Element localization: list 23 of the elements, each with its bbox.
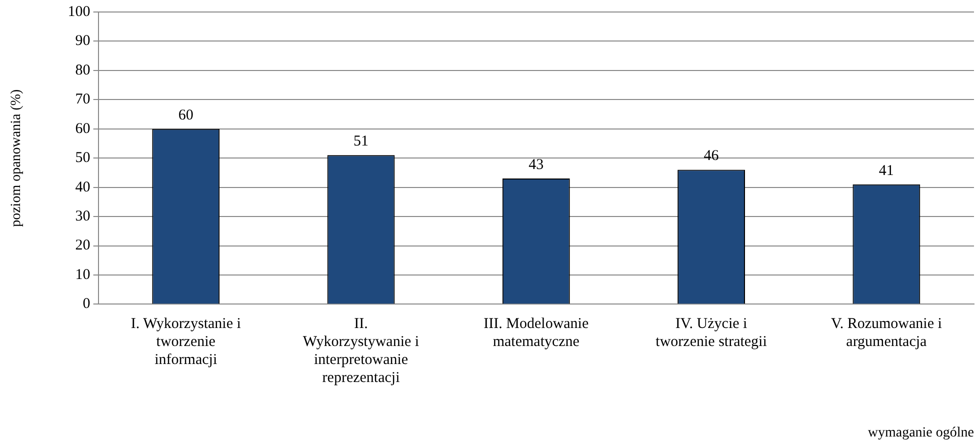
x-axis-title: wymaganie ogólne: [868, 425, 974, 440]
data-label: 46: [704, 148, 720, 164]
x-tick-label: II. Wykorzystywanie i interpretowanie reprezentacji: [302, 316, 420, 386]
data-label: 51: [354, 134, 369, 150]
y-axis-title: poziom opanowania (%): [9, 88, 24, 227]
data-label: 60: [178, 107, 194, 124]
y-tick-label: 80: [75, 62, 90, 78]
y-tick-label: 20: [75, 238, 90, 254]
y-tick-label: 90: [75, 33, 90, 50]
data-label: 43: [528, 156, 544, 173]
y-tick-label: 50: [75, 150, 90, 166]
data-label: 41: [878, 162, 894, 179]
x-tick-label: III. Modelowanie matematyczne: [484, 316, 589, 350]
y-tick-label: 30: [75, 208, 90, 224]
y-tick-label: 100: [68, 4, 90, 20]
y-tick-label: 40: [75, 179, 90, 196]
x-tick-label: IV. Użycie i tworzenie strategii: [656, 316, 767, 350]
x-tick-label: V. Rozumowanie i argumentacja: [830, 316, 942, 350]
y-tick-label: 10: [75, 266, 90, 283]
x-tick-label: I. Wykorzystanie i tworzenie informacji: [130, 316, 241, 368]
y-tick-label: 60: [75, 120, 90, 137]
y-tick-label: 0: [82, 296, 90, 312]
y-tick-label: 70: [75, 92, 90, 108]
